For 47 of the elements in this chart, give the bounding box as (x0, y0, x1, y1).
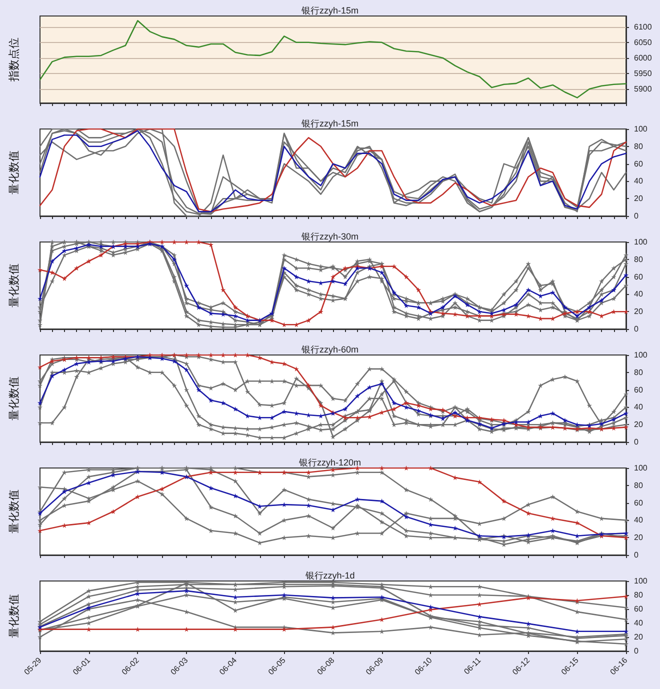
y-axis-title: 量化数值 (8, 490, 20, 534)
y-tick-label: 80 (634, 142, 644, 151)
y-tick-label: 0 (634, 212, 639, 220)
y-tick-label: 100 (634, 124, 648, 134)
y-tick-label: 40 (634, 290, 644, 299)
chart-title: 银行zzyh-120m (298, 458, 362, 468)
chart-title: 银行zzyh-15m (300, 118, 359, 128)
y-tick-label: 40 (634, 618, 644, 628)
y-tick-label: 100 (634, 464, 648, 472)
y-tick-label: 20 (634, 194, 644, 204)
y-tick-label: 0 (634, 324, 639, 334)
chart-title: 银行zzyh-15m (300, 6, 359, 16)
y-tick-label: 100 (634, 576, 648, 586)
y-axis-title: 量化数值 (8, 594, 20, 638)
y-tick-label: 60 (634, 385, 644, 394)
y-tick-label: 60 (634, 272, 644, 282)
y-tick-label: 20 (634, 632, 644, 642)
y-tick-label: 100 (634, 350, 648, 360)
y-tick-label: 40 (634, 402, 644, 412)
y-tick-label: 80 (634, 254, 644, 264)
y-tick-label: 6050 (634, 38, 652, 47)
chart-title: 银行zzyh-60m (300, 344, 359, 354)
y-tick-label: 60 (634, 604, 644, 614)
y-tick-label: 20 (634, 307, 644, 316)
chart-title: 银行zzyh-1d (304, 570, 355, 580)
y-tick-label: 60 (634, 159, 644, 168)
y-axis-title: 指数点位 (8, 38, 20, 82)
y-tick-label: 5900 (634, 84, 652, 94)
y-tick-label: 40 (634, 516, 644, 525)
y-tick-label: 40 (634, 176, 644, 186)
y-tick-label: 20 (634, 533, 644, 542)
y-tick-label: 0 (634, 550, 639, 560)
y-tick-label: 80 (634, 480, 644, 490)
y-axis-title: 量化数值 (8, 264, 20, 308)
y-tick-label: 100 (634, 238, 648, 246)
y-tick-label: 6000 (634, 53, 652, 62)
chart-title: 银行zzyh-30m (300, 232, 359, 242)
y-tick-label: 5950 (634, 68, 652, 78)
y-axis-title: 量化数值 (8, 150, 20, 194)
y-tick-label: 80 (634, 368, 644, 377)
y-tick-label: 6100 (634, 22, 652, 32)
y-tick-label: 60 (634, 498, 644, 508)
y-tick-label: 80 (634, 590, 644, 600)
y-tick-label: 20 (634, 420, 644, 430)
y-tick-label: 0 (634, 438, 639, 446)
y-tick-label: 0 (634, 646, 639, 656)
y-axis-title: 量化数值 (8, 376, 20, 420)
